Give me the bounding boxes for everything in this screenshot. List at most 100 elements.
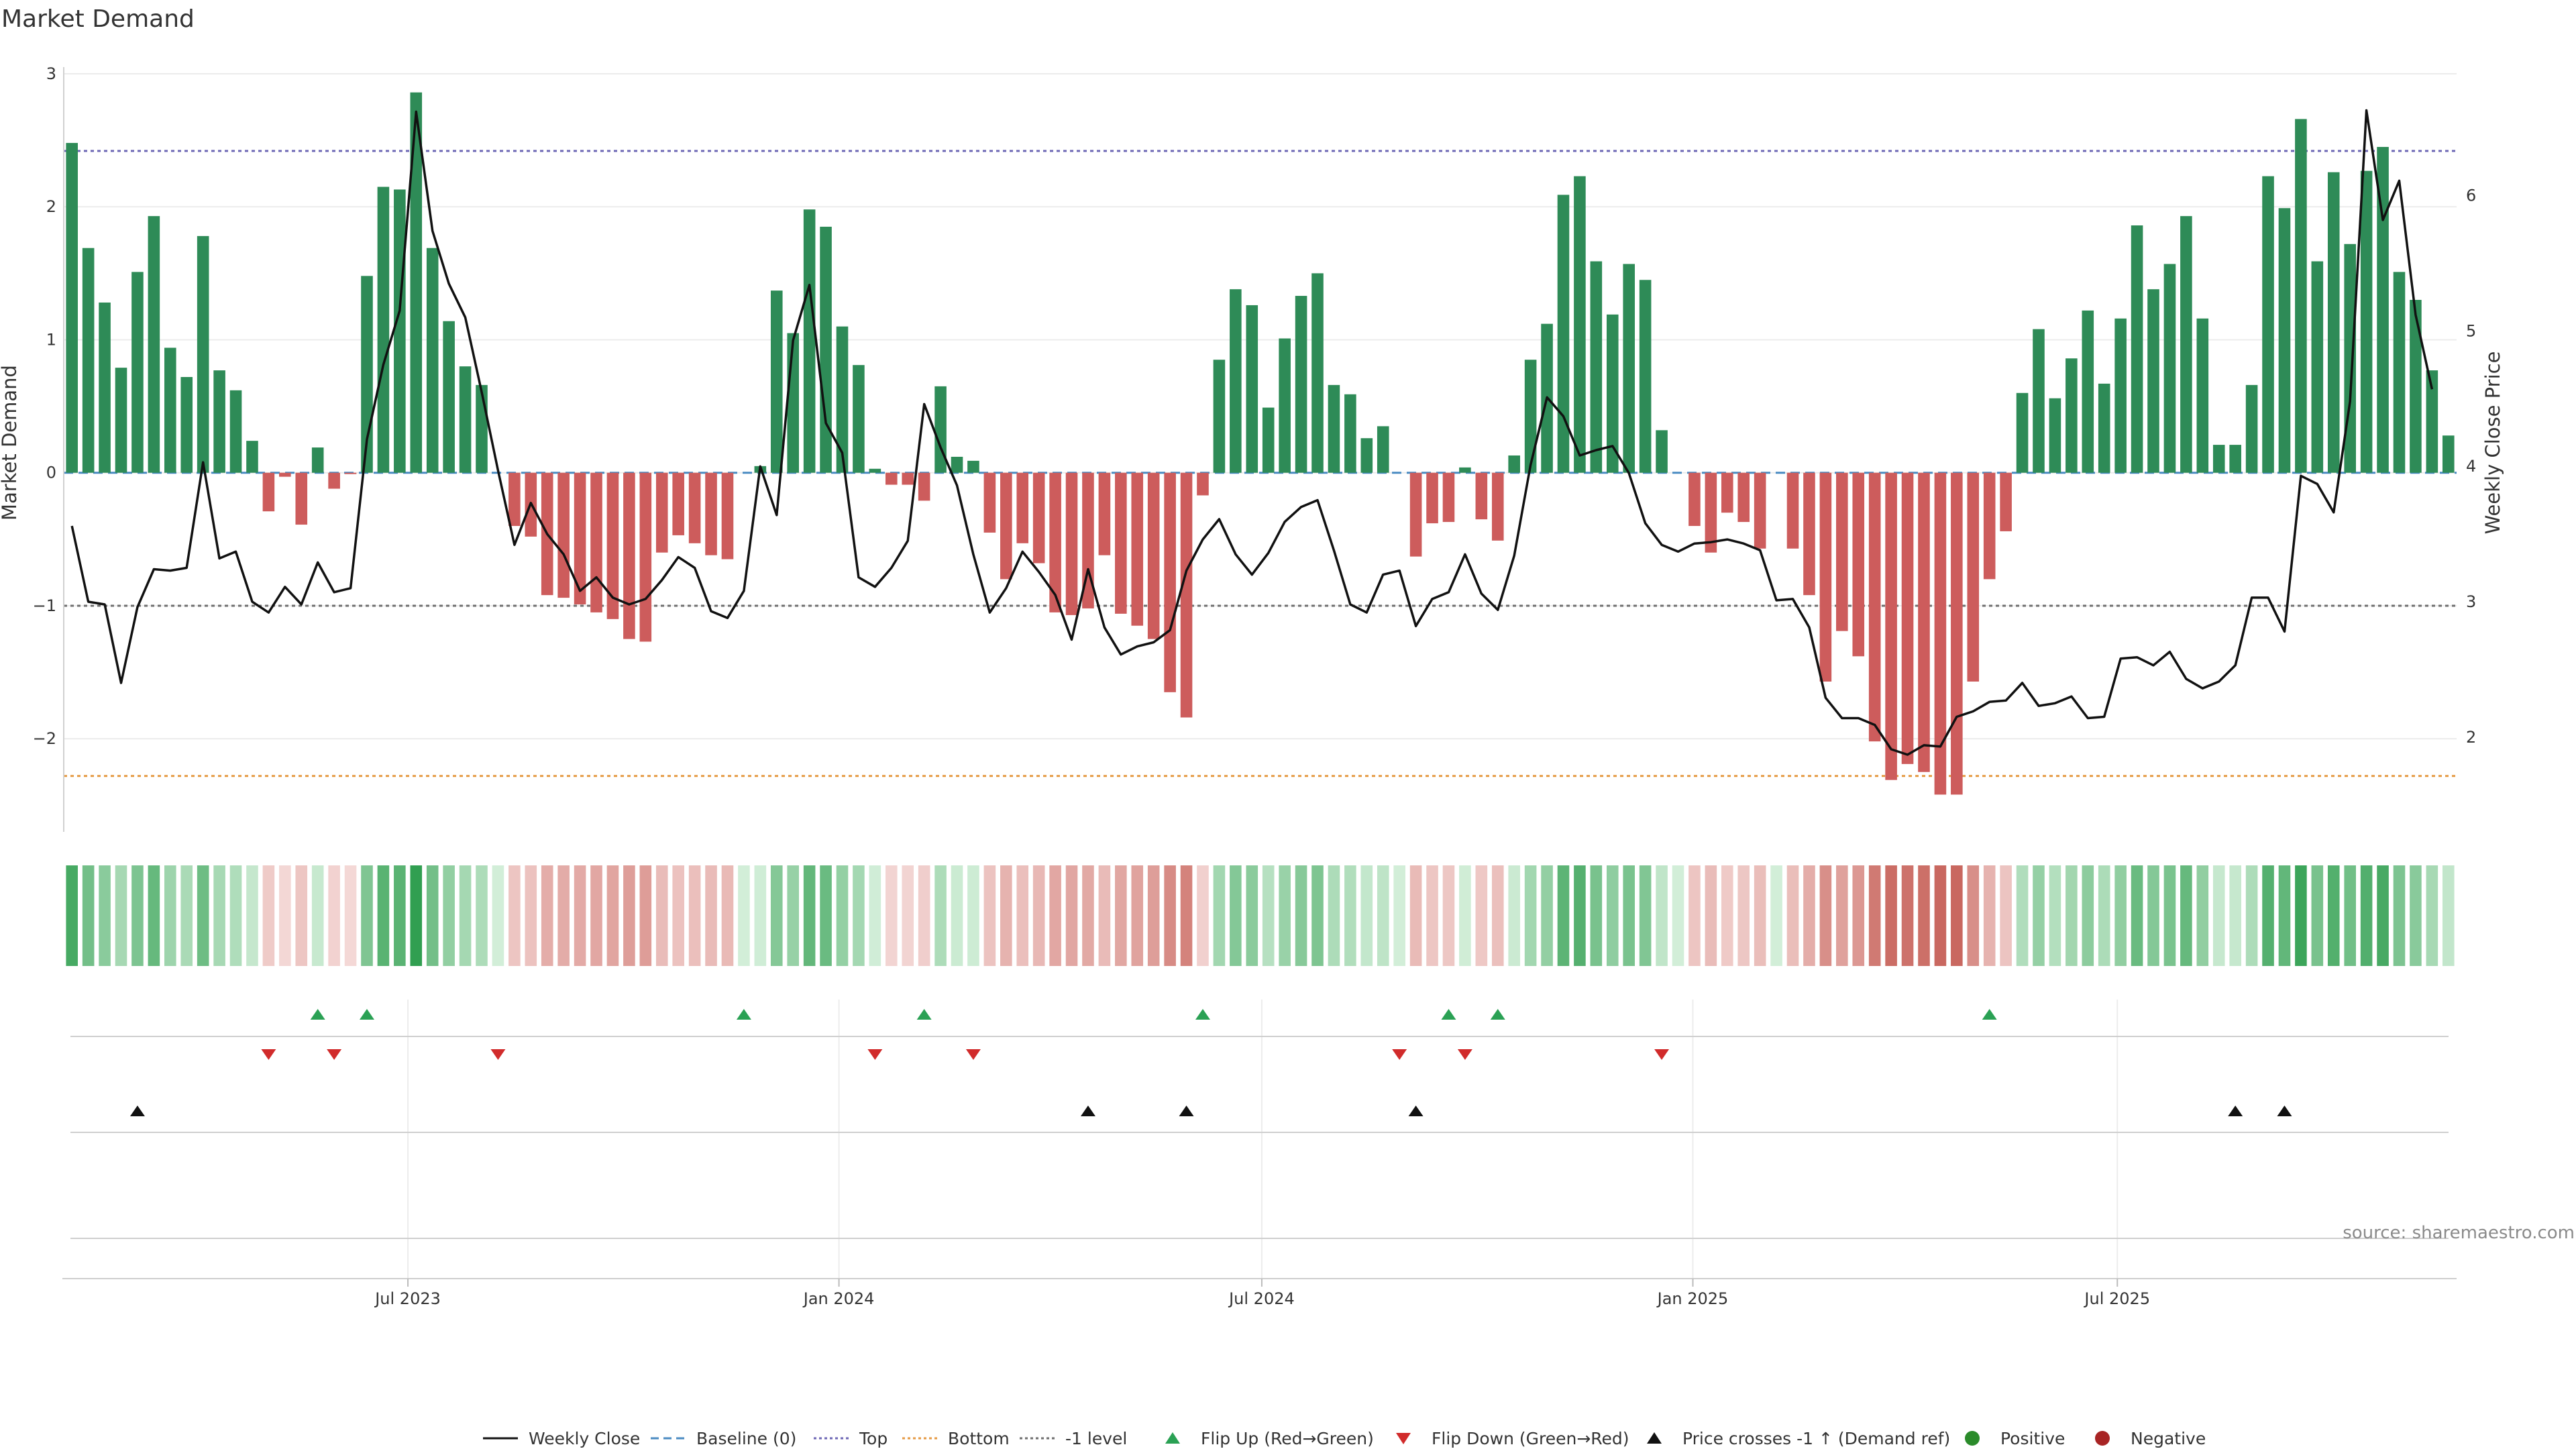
heat-cell — [131, 865, 144, 966]
positive-bar — [2245, 384, 2258, 473]
heat-cell — [2033, 865, 2045, 966]
heat-cell — [229, 865, 242, 966]
heat-cell — [1918, 865, 1930, 966]
negative-bar — [1803, 472, 1815, 596]
heat-cell — [672, 865, 684, 966]
heat-cell — [394, 865, 406, 966]
positive-bar — [2065, 358, 2078, 473]
flip-up-marker — [359, 1009, 374, 1020]
negative-bar — [1147, 472, 1160, 639]
positive-bar — [1311, 273, 1324, 473]
positive-bar — [2295, 119, 2307, 473]
heat-cell — [459, 865, 472, 966]
heat-cell — [1672, 865, 1684, 966]
heat-cell — [1197, 865, 1209, 966]
positive-bar — [2016, 392, 2029, 473]
heat-cell — [1721, 865, 1733, 966]
legend-swatch-flip-up — [1165, 1432, 1180, 1444]
legend-item-minus-one: -1 level — [1020, 1429, 1127, 1448]
heat-cell — [1901, 865, 1914, 966]
heat-cell — [295, 865, 308, 966]
x-tick-label: Jul 2023 — [374, 1289, 441, 1308]
heat-cell — [590, 865, 602, 966]
negative-bar — [1786, 472, 1799, 549]
heat-cell — [2049, 865, 2061, 966]
axes: 3 2 1 0 −1 −2 6 5 4 3 2 — [33, 64, 2476, 832]
heat-cell — [1000, 865, 1012, 966]
weekly-close-series — [70, 109, 2434, 756]
negative-bar — [688, 472, 701, 543]
legend-item-negative: Negative — [2095, 1429, 2206, 1448]
heat-cell — [557, 865, 570, 966]
heat-cell — [2212, 865, 2225, 966]
demand-bars — [66, 92, 2455, 795]
heat-cell — [82, 865, 95, 966]
heat-cell — [508, 865, 521, 966]
heat-cell — [1508, 865, 1520, 966]
heat-cell — [983, 865, 996, 966]
legend-item-baseline: Baseline (0) — [651, 1429, 796, 1448]
heat-cell — [1491, 865, 1504, 966]
positive-bar — [2212, 445, 2225, 473]
positive-bar — [180, 377, 193, 473]
positive-bar — [836, 326, 849, 473]
heat-cell — [918, 865, 930, 966]
legend-swatch-negative — [2095, 1431, 2110, 1446]
positive-bar — [443, 321, 455, 473]
positive-bar — [1606, 314, 1619, 473]
heat-cell — [164, 865, 176, 966]
heat-cell — [1246, 865, 1258, 966]
heat-cell — [1524, 865, 1537, 966]
positive-bar — [229, 390, 242, 473]
heat-cell — [1803, 865, 1815, 966]
negative-bar — [1409, 472, 1422, 557]
heat-cell — [2327, 865, 2340, 966]
y-tick-label-left: 2 — [46, 197, 56, 216]
negative-bar — [262, 472, 275, 512]
negative-bar — [983, 472, 996, 533]
positive-bar — [2163, 264, 2176, 473]
price-cross-marker — [1408, 1106, 1424, 1116]
positive-bar — [2410, 300, 2422, 473]
heat-cell — [902, 865, 914, 966]
negative-bar — [508, 472, 521, 527]
positive-bar — [787, 333, 799, 473]
legend-item-positive: Positive — [1965, 1429, 2065, 1448]
positive-bar — [1524, 360, 1537, 473]
heat-cell — [262, 865, 275, 966]
y-axis-label-left: Market Demand — [0, 365, 21, 521]
positive-bar — [1656, 430, 1668, 473]
negative-bar — [1475, 472, 1488, 520]
negative-bar — [918, 472, 930, 501]
positive-bar — [1459, 467, 1471, 473]
source-note: source: sharemaestro.com — [2343, 1223, 2575, 1243]
heat-cell — [66, 865, 78, 966]
negative-bar — [1016, 472, 1029, 543]
heat-cell — [1213, 865, 1226, 966]
price-cross-marker — [129, 1106, 145, 1116]
negative-bar — [639, 472, 652, 642]
flip-down-marker — [1654, 1049, 1670, 1060]
negative-bar — [1098, 472, 1111, 555]
negative-bar — [1688, 472, 1701, 527]
positive-bar — [2278, 208, 2291, 473]
heat-cell — [2180, 865, 2192, 966]
reference-lines — [64, 150, 2457, 777]
heat-cell — [2426, 865, 2438, 966]
negative-bar — [295, 472, 308, 525]
heat-cell — [1623, 865, 1635, 966]
heat-cell — [885, 865, 898, 966]
heat-cell — [2000, 865, 2012, 966]
negative-bar — [1934, 472, 1947, 795]
heat-cell — [1393, 865, 1405, 966]
heat-cell — [655, 865, 668, 966]
positive-bar — [246, 441, 258, 473]
heat-cell — [1836, 865, 1848, 966]
heat-cell — [787, 865, 799, 966]
negative-bar — [1754, 472, 1766, 549]
heat-cell — [1951, 865, 1963, 966]
heat-cell — [492, 865, 504, 966]
demand-heat-strip — [66, 865, 2455, 966]
heat-cell — [377, 865, 390, 966]
y-tick-label-left: 3 — [46, 64, 56, 83]
